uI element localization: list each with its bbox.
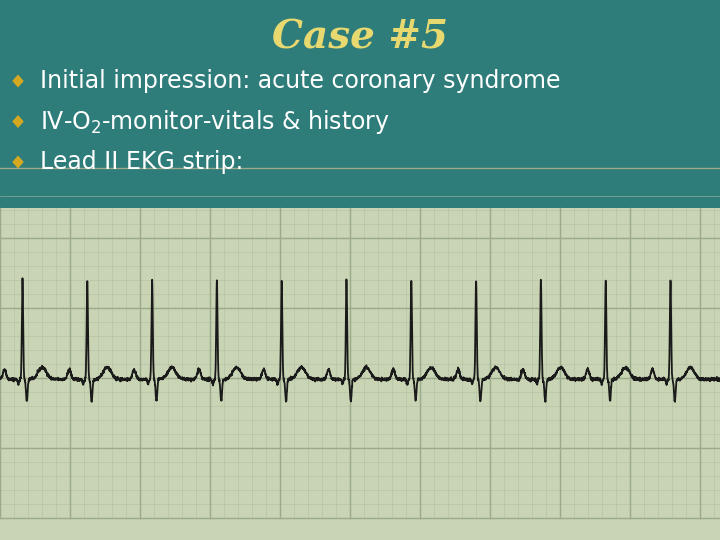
Text: IV-O$_2$-monitor-vitals & history: IV-O$_2$-monitor-vitals & history [40,107,390,136]
Text: Lead II EKG strip:: Lead II EKG strip: [40,150,243,174]
Polygon shape [12,75,24,87]
Text: Case #5: Case #5 [272,19,448,57]
Polygon shape [12,115,24,128]
FancyBboxPatch shape [0,0,720,208]
FancyBboxPatch shape [0,208,720,540]
Polygon shape [12,156,24,168]
Text: Initial impression: acute coronary syndrome: Initial impression: acute coronary syndr… [40,69,560,93]
